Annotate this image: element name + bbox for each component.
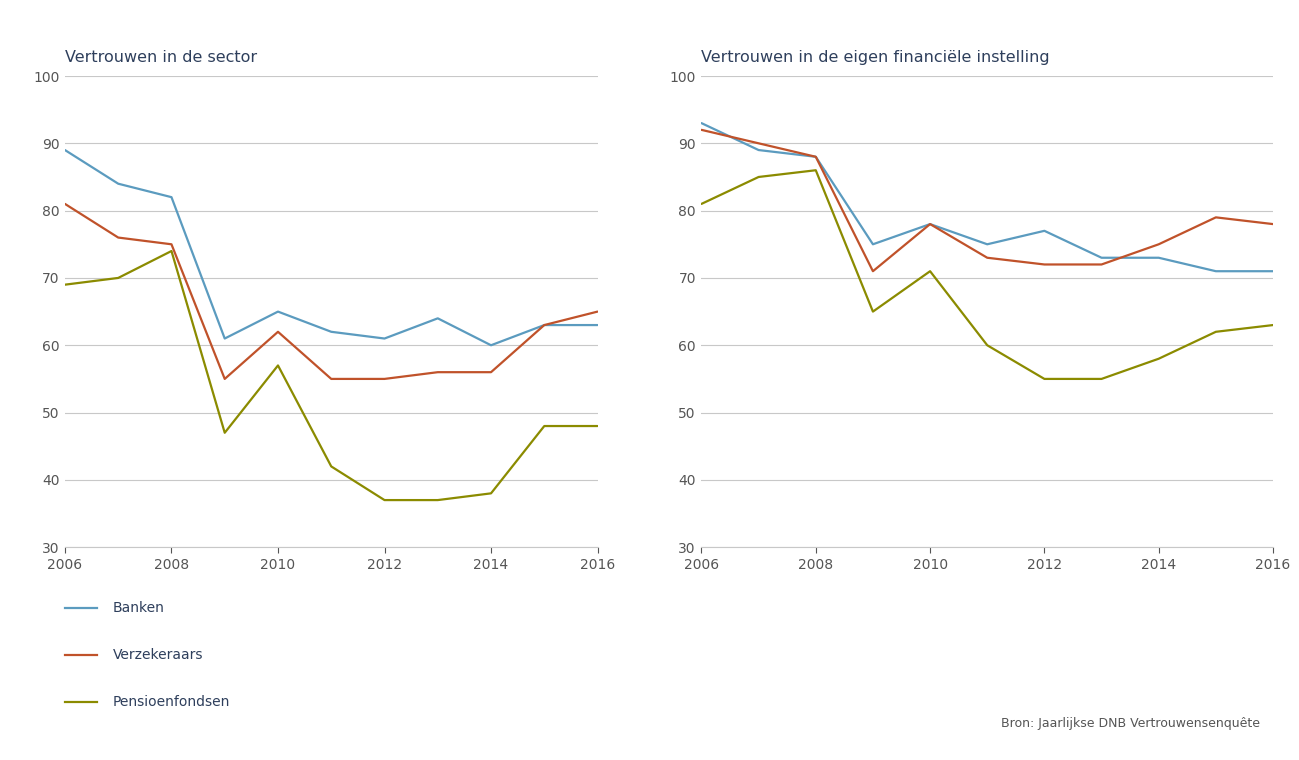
Text: Pensioenfondsen: Pensioenfondsen — [113, 695, 230, 709]
Text: Bron: Jaarlijkse DNB Vertrouwensenquête: Bron: Jaarlijkse DNB Vertrouwensenquête — [1002, 717, 1260, 730]
Text: Vertrouwen in de eigen financiële instelling: Vertrouwen in de eigen financiële instel… — [701, 50, 1050, 65]
Text: Banken: Banken — [113, 601, 165, 615]
Text: Vertrouwen in de sector: Vertrouwen in de sector — [65, 50, 257, 65]
Text: Verzekeraars: Verzekeraars — [113, 648, 204, 662]
